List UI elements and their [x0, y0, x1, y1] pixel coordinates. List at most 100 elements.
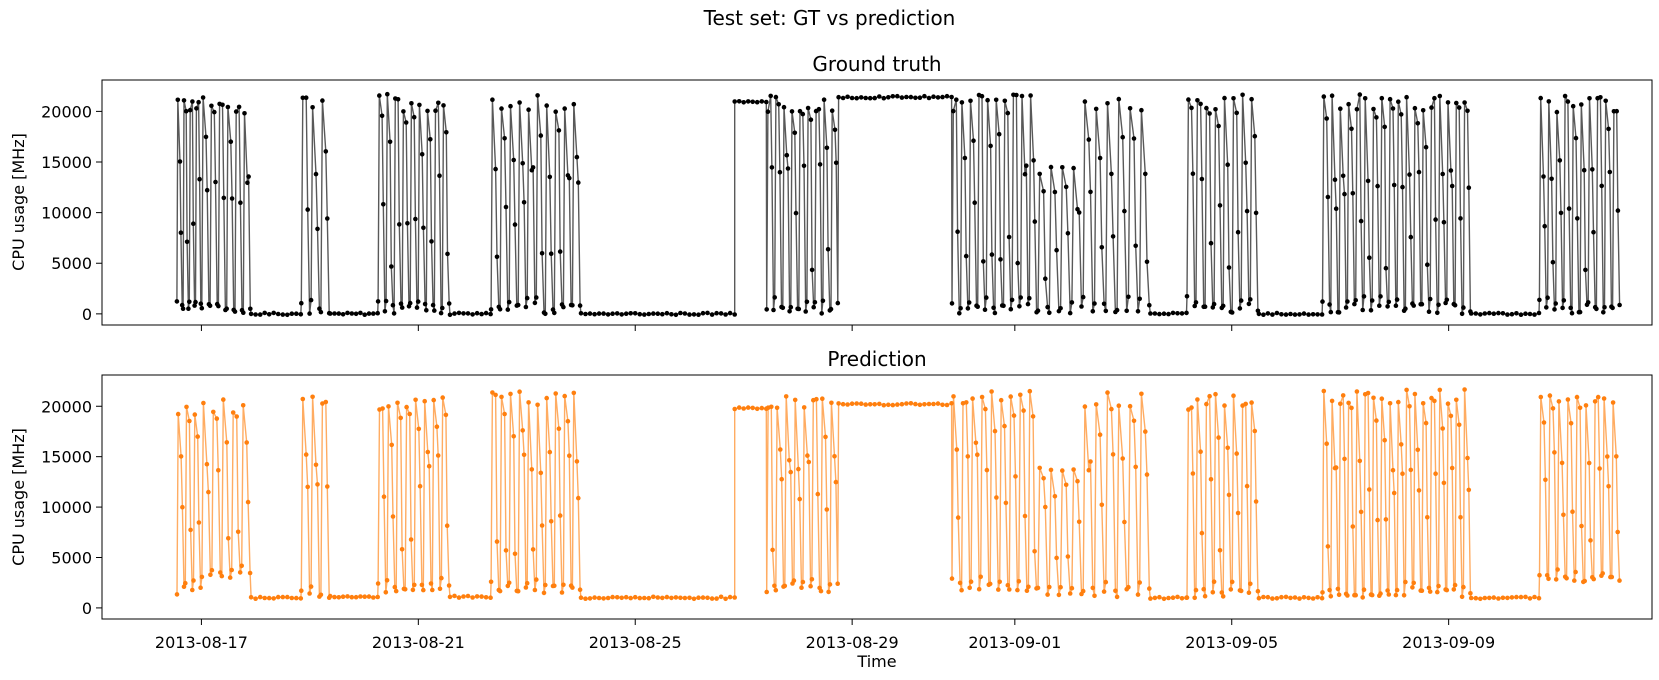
- data-point: [570, 585, 575, 590]
- data-point: [1432, 95, 1437, 101]
- data-point: [983, 406, 988, 412]
- data-point: [1225, 162, 1230, 167]
- data-point: [1065, 231, 1071, 236]
- data-point: [294, 595, 299, 601]
- data-point: [772, 583, 777, 589]
- data-point: [1385, 588, 1390, 593]
- data-point: [854, 95, 859, 101]
- data-point: [327, 311, 333, 316]
- data-point: [1466, 487, 1472, 493]
- data-point: [931, 94, 936, 99]
- data-point: [532, 587, 538, 593]
- data-point: [1274, 310, 1280, 316]
- data-point: [229, 196, 235, 201]
- data-point: [651, 311, 656, 316]
- data-point: [248, 595, 254, 600]
- data-point: [877, 94, 882, 99]
- data-point: [632, 594, 638, 600]
- data-point: [380, 406, 385, 411]
- data-point: [682, 595, 688, 601]
- data-point: [419, 152, 425, 157]
- data-point: [433, 108, 438, 113]
- data-point: [547, 174, 553, 180]
- data-point: [1445, 401, 1451, 407]
- data-point: [1459, 311, 1465, 317]
- data-point: [1216, 435, 1221, 440]
- data-point: [1609, 574, 1615, 580]
- data-point: [1400, 184, 1405, 190]
- data-point: [805, 105, 811, 111]
- data-point: [1598, 95, 1603, 100]
- data-point: [567, 453, 572, 459]
- data-point: [987, 581, 993, 587]
- data-point: [392, 584, 398, 590]
- data-point: [955, 515, 961, 520]
- data-point: [224, 440, 230, 445]
- data-point: [832, 127, 838, 133]
- data-point: [820, 298, 826, 304]
- data-point: [191, 578, 196, 583]
- data-point: [1400, 471, 1405, 477]
- data-point: [895, 402, 900, 407]
- data-point: [1007, 587, 1012, 592]
- data-point: [1274, 596, 1280, 601]
- data-point: [1204, 105, 1209, 111]
- data-point: [1014, 92, 1019, 98]
- data-point: [1265, 311, 1271, 316]
- data-point: [886, 402, 891, 408]
- data-point: [1144, 259, 1150, 265]
- data-point: [1122, 208, 1127, 214]
- data-point: [673, 312, 679, 318]
- x-tick-label: 2013-08-29: [806, 633, 899, 652]
- data-point: [1256, 311, 1262, 317]
- data-point: [1321, 388, 1327, 394]
- data-point: [1229, 579, 1235, 585]
- data-point: [1408, 234, 1414, 240]
- data-point: [315, 482, 320, 487]
- data-point: [1015, 587, 1020, 593]
- data-point: [275, 311, 281, 317]
- data-point: [1166, 311, 1171, 317]
- data-point: [1403, 579, 1408, 585]
- data-point: [431, 397, 437, 403]
- data-point: [940, 402, 945, 408]
- data-point: [402, 587, 408, 592]
- data-point: [308, 584, 314, 589]
- data-point: [966, 300, 972, 305]
- data-point: [1315, 595, 1320, 600]
- data-point: [809, 577, 815, 582]
- data-point: [1292, 312, 1298, 317]
- data-point: [1092, 593, 1097, 599]
- data-point: [535, 93, 540, 98]
- data-point: [849, 401, 855, 407]
- data-point: [1126, 294, 1131, 300]
- data-point: [1375, 183, 1380, 189]
- data-point: [1217, 548, 1223, 553]
- data-point: [1332, 177, 1338, 182]
- data-point: [1532, 594, 1537, 600]
- data-point: [174, 299, 180, 304]
- data-point: [628, 595, 633, 601]
- data-point: [1562, 93, 1568, 99]
- data-point: [541, 590, 547, 596]
- data-point: [958, 306, 963, 311]
- y-tick-label: 0: [82, 599, 92, 618]
- data-point: [1394, 297, 1400, 302]
- data-point: [732, 99, 737, 104]
- data-point: [399, 305, 405, 310]
- data-point: [323, 399, 329, 405]
- data-point: [502, 411, 507, 417]
- data-point: [574, 459, 580, 464]
- data-point: [1390, 106, 1396, 111]
- data-point: [358, 594, 363, 599]
- data-point: [991, 305, 996, 311]
- data-point: [1527, 596, 1533, 601]
- data-point: [1207, 111, 1212, 116]
- data-point: [412, 582, 417, 588]
- data-point: [313, 171, 319, 177]
- data-point: [1371, 106, 1376, 112]
- data-point: [1614, 454, 1619, 459]
- data-point: [1120, 134, 1125, 140]
- data-point: [1047, 310, 1052, 316]
- data-point: [1537, 297, 1542, 303]
